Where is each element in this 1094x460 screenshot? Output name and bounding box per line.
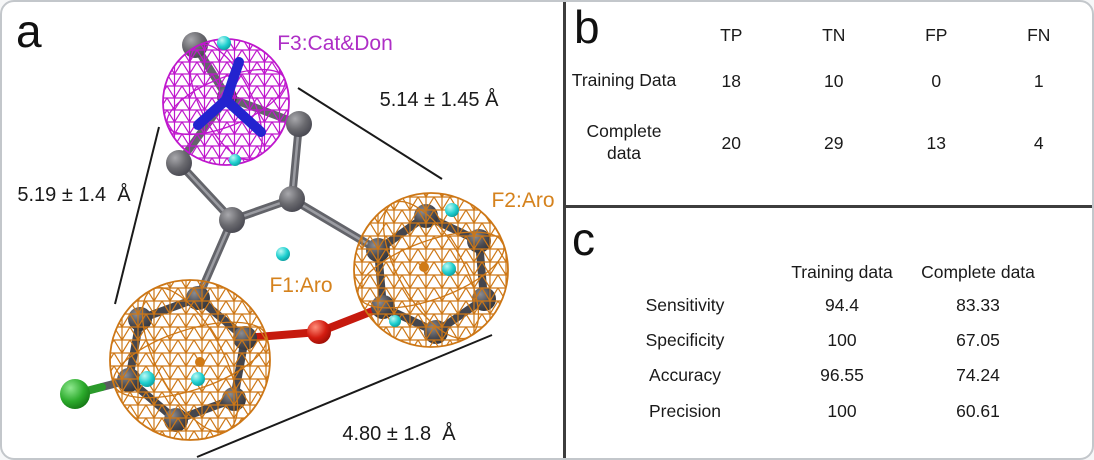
column-header-fp: FP <box>925 24 948 45</box>
column-header-fn: FN <box>1027 24 1051 45</box>
table-cell: 1 <box>1033 70 1044 91</box>
table-cell: 13 <box>926 132 946 153</box>
panel-b-letter: b <box>574 1 600 53</box>
row-header-sensitivity: Sensitivity <box>645 295 725 315</box>
table-cell: 74.24 <box>956 365 1000 385</box>
feature-sphere-f2 <box>353 192 509 348</box>
donor-vectors <box>193 57 266 137</box>
distance-label-f3-f1: 5.19 ± 1.4 Å <box>17 183 131 206</box>
row-header-complete-data: Complete data <box>586 121 662 163</box>
feature-label-f3: F3:Cat&Don <box>277 32 393 55</box>
table-cell: 100 <box>827 330 857 350</box>
table-cell: 29 <box>824 132 844 153</box>
ring-atoms-outer <box>166 111 312 233</box>
row-header-accuracy: Accuracy <box>649 365 721 385</box>
confusion-matrix-table: TP TN FP FN Training Data 18 10 0 1 Comp… <box>566 2 1092 174</box>
table-cell: 20 <box>721 132 741 153</box>
column-header-tp: TP <box>720 24 743 45</box>
right-column: b TP TN FP FN Training Data 18 10 0 1 Co… <box>566 1 1092 458</box>
table-cell: 100 <box>827 400 857 421</box>
column-header-training-data: Training data <box>791 261 893 282</box>
table-cell: 94.4 <box>824 295 860 315</box>
table-cell: 96.55 <box>820 365 864 385</box>
table-cell: 0 <box>931 70 942 91</box>
distance-label-f1-f2: 4.80 ± 1.8 Å <box>342 422 456 445</box>
table-cell: 18 <box>721 70 741 91</box>
feature-label-f1: F1:Aro <box>269 274 332 297</box>
feature-sphere-f1 <box>109 279 271 441</box>
distance-line-f1-f2 <box>196 334 493 458</box>
distance-line-f3-f1 <box>114 126 160 305</box>
panel-a-letter: a <box>16 5 42 57</box>
panel-divider-vertical <box>563 2 566 458</box>
oxygen-atom <box>307 320 331 344</box>
distance-label-f3-f2: 5.14 ± 1.45 Å <box>380 88 499 111</box>
row-header-precision: Precision <box>649 400 721 421</box>
metrics-table: Training data Complete data Sensitivity … <box>566 208 1092 429</box>
panel-b: b TP TN FP FN Training Data 18 10 0 1 Co… <box>566 1 1092 208</box>
panel-c-letter: c <box>572 213 595 265</box>
pharmacophore-model: F3:Cat&Don F2:Aro F1:Aro 5.14 ± 1.45 Å 5… <box>17 32 555 458</box>
table-cell: 4 <box>1033 132 1044 153</box>
feature-label-f2: F2:Aro <box>491 189 554 212</box>
feature-centroids <box>195 262 429 367</box>
chlorine-atom <box>60 379 90 409</box>
table-cell: 83.33 <box>956 295 1000 315</box>
panel-c: c Training data Complete data Sensitivit… <box>566 208 1092 458</box>
feature-points <box>139 36 459 387</box>
column-header-complete-data: Complete data <box>921 261 1035 282</box>
table-cell: 67.05 <box>956 330 1000 350</box>
column-header-tn: TN <box>822 24 846 45</box>
distance-line-f3-f2 <box>297 87 443 180</box>
table-cell: 10 <box>824 70 844 91</box>
row-header-specificity: Specificity <box>645 330 725 350</box>
row-header-training-data: Training Data <box>571 70 677 91</box>
table-cell: 60.61 <box>956 400 1000 421</box>
